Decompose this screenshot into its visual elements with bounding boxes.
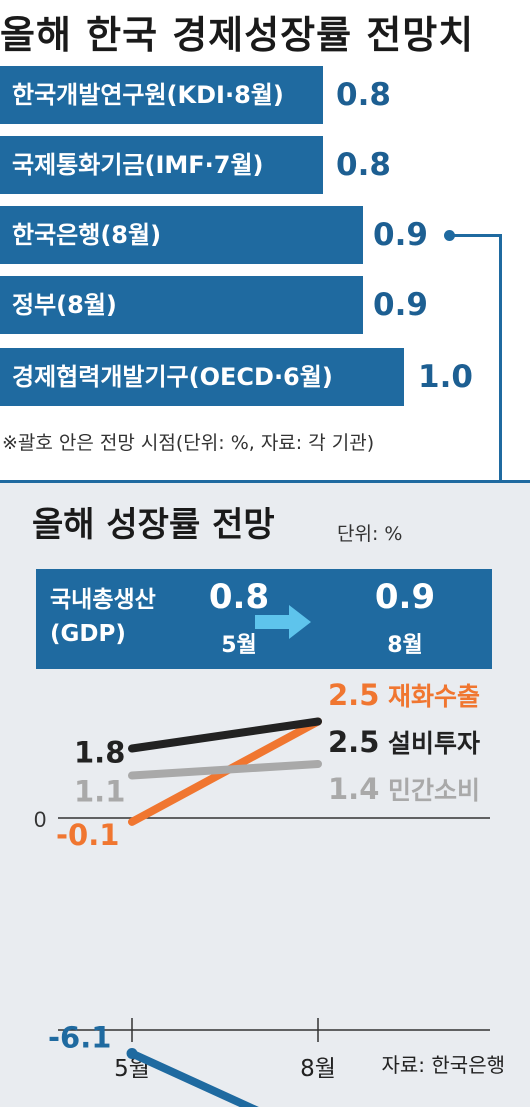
series-line: [128, 717, 322, 753]
forecast-org-label: 경제협력개발기구(OECD·6월): [12, 363, 333, 391]
forecast-org-label: 한국은행(8월): [12, 221, 162, 249]
forecast-value: 0.9: [373, 217, 428, 253]
connector-dot: [444, 230, 455, 241]
series-point: [126, 1047, 138, 1059]
forecast-bar: 국제통화기금(IMF·7월): [0, 136, 323, 194]
chart-source: 자료: 한국은행: [382, 1053, 506, 1077]
forecast-org-label: 정부(8월): [12, 291, 117, 319]
data-label: 2.5: [328, 725, 379, 759]
chart-title: 올해 한국 경제성장률 전망치: [0, 13, 475, 57]
forecast-org-label: 국제통화기금(IMF·7월): [12, 151, 264, 179]
forecast-bar: 경제협력개발기구(OECD·6월): [0, 348, 404, 406]
series-line: [128, 1049, 259, 1107]
panel-top-border: [0, 480, 530, 483]
source-note: ※괄호 안은 전망 시점(단위: %, 자료: 각 기관): [2, 432, 375, 454]
data-label: 1.4: [328, 772, 379, 806]
gdp-from-value: 0.8: [208, 577, 270, 617]
connector-line-h: [450, 234, 502, 237]
series-label: 설비투자: [388, 729, 480, 758]
data-label: -0.1: [56, 818, 119, 852]
data-label: -6.1: [48, 1020, 111, 1054]
subchart-title: 올해 성장률 전망: [32, 505, 275, 545]
forecast-value: 0.9: [373, 287, 428, 323]
data-label: 1.1: [74, 775, 125, 809]
data-label: 1.8: [74, 736, 125, 770]
series-line: [128, 759, 322, 780]
subchart-unit: 단위: %: [337, 523, 403, 545]
forecast-bar: 한국은행(8월): [0, 206, 363, 264]
forecast-bar: 한국개발연구원(KDI·8월): [0, 66, 323, 124]
right-arrow-icon: [255, 605, 311, 639]
gdp-label: 국내총생산 (GDP): [50, 587, 156, 647]
x-tick-label: 8월: [300, 1056, 336, 1082]
gdp-to-month: 8월: [387, 633, 423, 658]
forecast-value: 1.0: [418, 359, 473, 395]
connector-line-v: [499, 234, 502, 484]
forecast-org-label: 한국개발연구원(KDI·8월): [12, 81, 284, 109]
forecast-value: 0.8: [336, 77, 391, 113]
series-label: 민간소비: [388, 776, 480, 805]
forecast-value: 0.8: [336, 147, 391, 183]
series-label: 재화수출: [388, 682, 480, 711]
zero-tick-label: 0: [34, 807, 46, 832]
data-label: 2.5: [328, 678, 379, 712]
gdp-from-month: 5월: [221, 633, 257, 658]
forecast-bar: 정부(8월): [0, 276, 363, 334]
gdp-to-value: 0.9: [374, 577, 436, 617]
